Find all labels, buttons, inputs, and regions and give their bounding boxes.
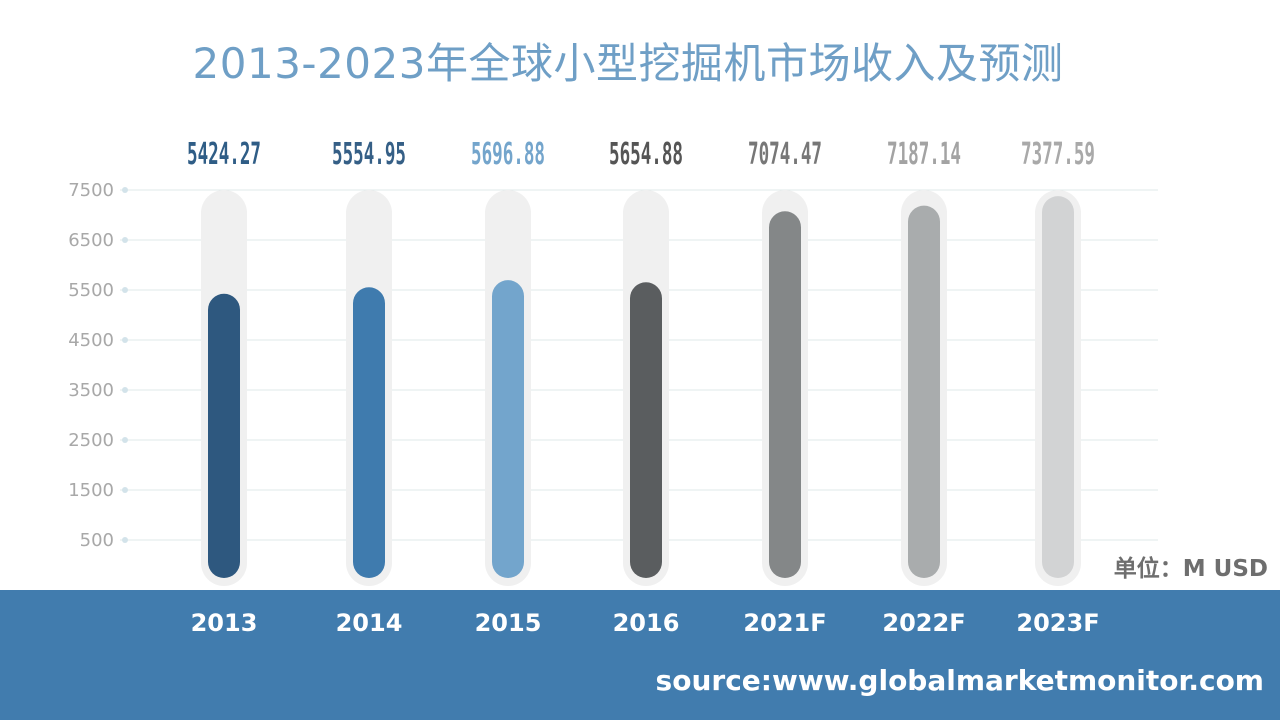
y-tick-label: 7500: [68, 180, 114, 201]
grid-dot: [122, 487, 128, 493]
grid-dot: [122, 187, 128, 193]
grid-dot: [122, 537, 128, 543]
y-tick-label: 5500: [68, 280, 114, 301]
bar: [1042, 196, 1074, 579]
bar: [353, 287, 385, 578]
y-tick-label: 500: [80, 530, 114, 551]
bar: [630, 282, 662, 578]
y-tick-label: 2500: [68, 430, 114, 451]
data-label: 5424.27: [187, 137, 261, 172]
grid-dot: [122, 387, 128, 393]
grid-dot: [122, 287, 128, 293]
x-category-label: 2022F: [882, 609, 965, 637]
chart-title: 2013-2023年全球小型挖掘机市场收入及预测: [192, 39, 1064, 88]
bars: [208, 196, 1074, 579]
data-label: 5554.95: [332, 137, 406, 172]
y-tick-label: 4500: [68, 330, 114, 351]
source-link[interactable]: source:www.globalmarketmonitor.com: [655, 664, 1264, 697]
grid-dot: [122, 237, 128, 243]
value-labels: 5424.27 5554.95 5696.88 5654.88 7074.47 7187.…: [187, 137, 1095, 172]
data-label: 7377.59: [1021, 137, 1095, 172]
y-axis-ticks: 500 1500 2500 3500 4500 5500 6500 7500: [68, 180, 114, 551]
bar: [769, 211, 801, 579]
x-category-label: 2013: [191, 609, 258, 637]
data-label: 5654.88: [609, 137, 683, 172]
bar: [492, 280, 524, 578]
data-label: 7187.14: [887, 137, 961, 172]
footer-band: [0, 590, 1280, 720]
x-category-label: 2023F: [1016, 609, 1099, 637]
bar: [208, 293, 240, 578]
x-category-label: 2016: [613, 609, 680, 637]
y-tick-label: 3500: [68, 380, 114, 401]
bar: [908, 205, 940, 578]
x-category-label: 2021F: [743, 609, 826, 637]
x-axis-categories: 2013 2014 2015 2016 2021F 2022F 2023F: [191, 609, 1100, 637]
x-category-label: 2015: [475, 609, 542, 637]
x-category-label: 2014: [336, 609, 403, 637]
data-label: 5696.88: [471, 137, 545, 172]
data-label: 7074.47: [748, 137, 822, 172]
unit-label: 单位：M USD: [1113, 556, 1268, 582]
y-tick-label: 1500: [68, 480, 114, 501]
y-tick-label: 6500: [68, 230, 114, 251]
grid-dot: [122, 437, 128, 443]
grid-dot: [122, 337, 128, 343]
